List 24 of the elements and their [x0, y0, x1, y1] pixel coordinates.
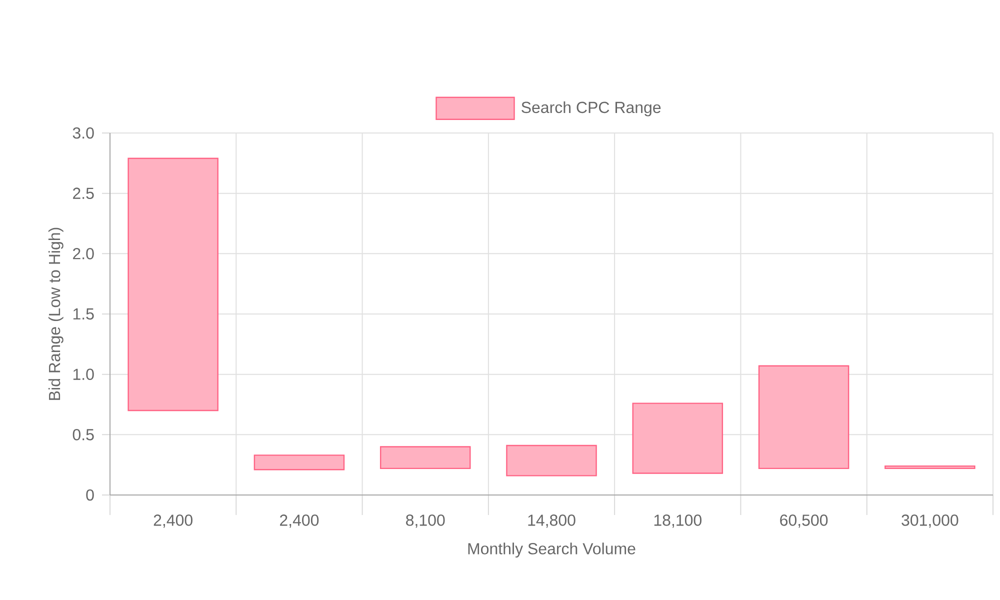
- x-tick-label: 60,500: [780, 514, 828, 528]
- bar: [884, 465, 976, 470]
- y-axis-title: Bid Range (Low to High): [48, 228, 64, 400]
- x-axis-title: Monthly Search Volume: [468, 542, 636, 558]
- y-tick-label: 3.0: [72, 127, 94, 139]
- bar: [506, 444, 597, 476]
- bar: [632, 402, 724, 474]
- y-tick-label: 0.5: [72, 429, 94, 440]
- x-tick-label: 2,400: [154, 514, 192, 528]
- x-tick-label: 8,100: [406, 514, 445, 528]
- bar: [380, 446, 471, 470]
- bar: [758, 365, 850, 470]
- legend-label: Search CPC Range: [522, 101, 661, 116]
- y-tick-label: 2.0: [73, 248, 94, 260]
- x-tick-label: 18,100: [654, 514, 702, 528]
- y-tick-label: 1.0: [73, 368, 94, 380]
- y-tick-label: 1.5: [73, 308, 94, 320]
- x-tick-label: 301,000: [902, 514, 958, 528]
- bar: [254, 454, 345, 470]
- y-tick-label: 2.5: [73, 188, 94, 199]
- y-tick-label: 0: [86, 489, 94, 501]
- x-tick-label: 14,800: [528, 514, 576, 528]
- x-tick-label: 2,400: [280, 514, 319, 528]
- bar: [128, 158, 218, 412]
